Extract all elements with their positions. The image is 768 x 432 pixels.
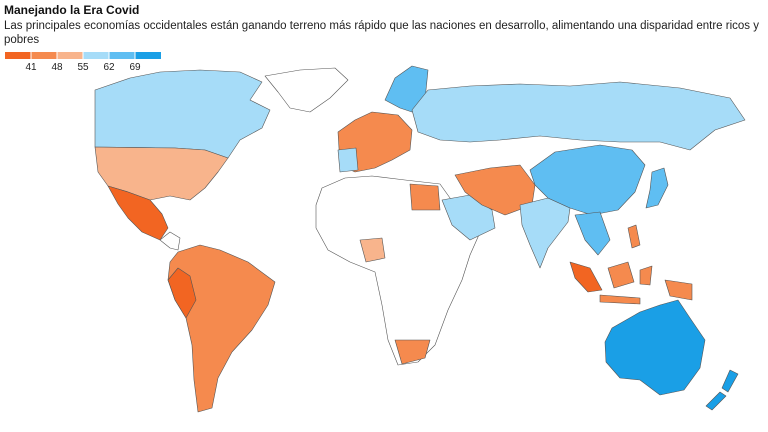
- legend-swatch: [109, 52, 135, 59]
- country: [569, 261, 603, 293]
- legend-tick-label: 48: [51, 62, 63, 73]
- country: [394, 339, 431, 365]
- country: [107, 185, 169, 241]
- title: Manejando la Era Covid: [4, 3, 139, 17]
- country: [705, 369, 739, 411]
- country: [645, 167, 669, 209]
- country: [627, 224, 641, 249]
- world-map: [94, 65, 746, 413]
- country: [529, 144, 646, 216]
- country: [599, 294, 641, 305]
- country: [411, 81, 746, 151]
- legend-swatch: [31, 52, 57, 59]
- legend-tick-label: 41: [25, 62, 37, 73]
- legend-swatch: [57, 52, 83, 59]
- country: [167, 244, 276, 413]
- country: [94, 69, 271, 159]
- country: [167, 267, 197, 319]
- country: [604, 299, 706, 396]
- subtitle-line: Las principales economías occidentales e…: [4, 20, 759, 32]
- legend-tick-label: 69: [129, 62, 141, 73]
- legend-tick-label: 62: [103, 62, 115, 73]
- legend: 41 48 55 62 69: [5, 52, 161, 73]
- legend-tick-label: 55: [77, 62, 89, 73]
- country: [337, 147, 359, 173]
- country: [409, 183, 441, 211]
- country: [664, 279, 693, 301]
- country: [359, 237, 386, 263]
- country: [639, 265, 653, 286]
- country: [574, 211, 611, 256]
- legend-swatch: [83, 52, 109, 59]
- country: [264, 67, 349, 113]
- country: [519, 197, 571, 269]
- country: [384, 65, 429, 113]
- legend-swatch: [5, 52, 31, 59]
- legend-swatch: [135, 52, 161, 59]
- country: [159, 231, 181, 251]
- country: [607, 261, 635, 289]
- subtitle-line: pobres: [4, 34, 39, 46]
- country: [315, 175, 483, 366]
